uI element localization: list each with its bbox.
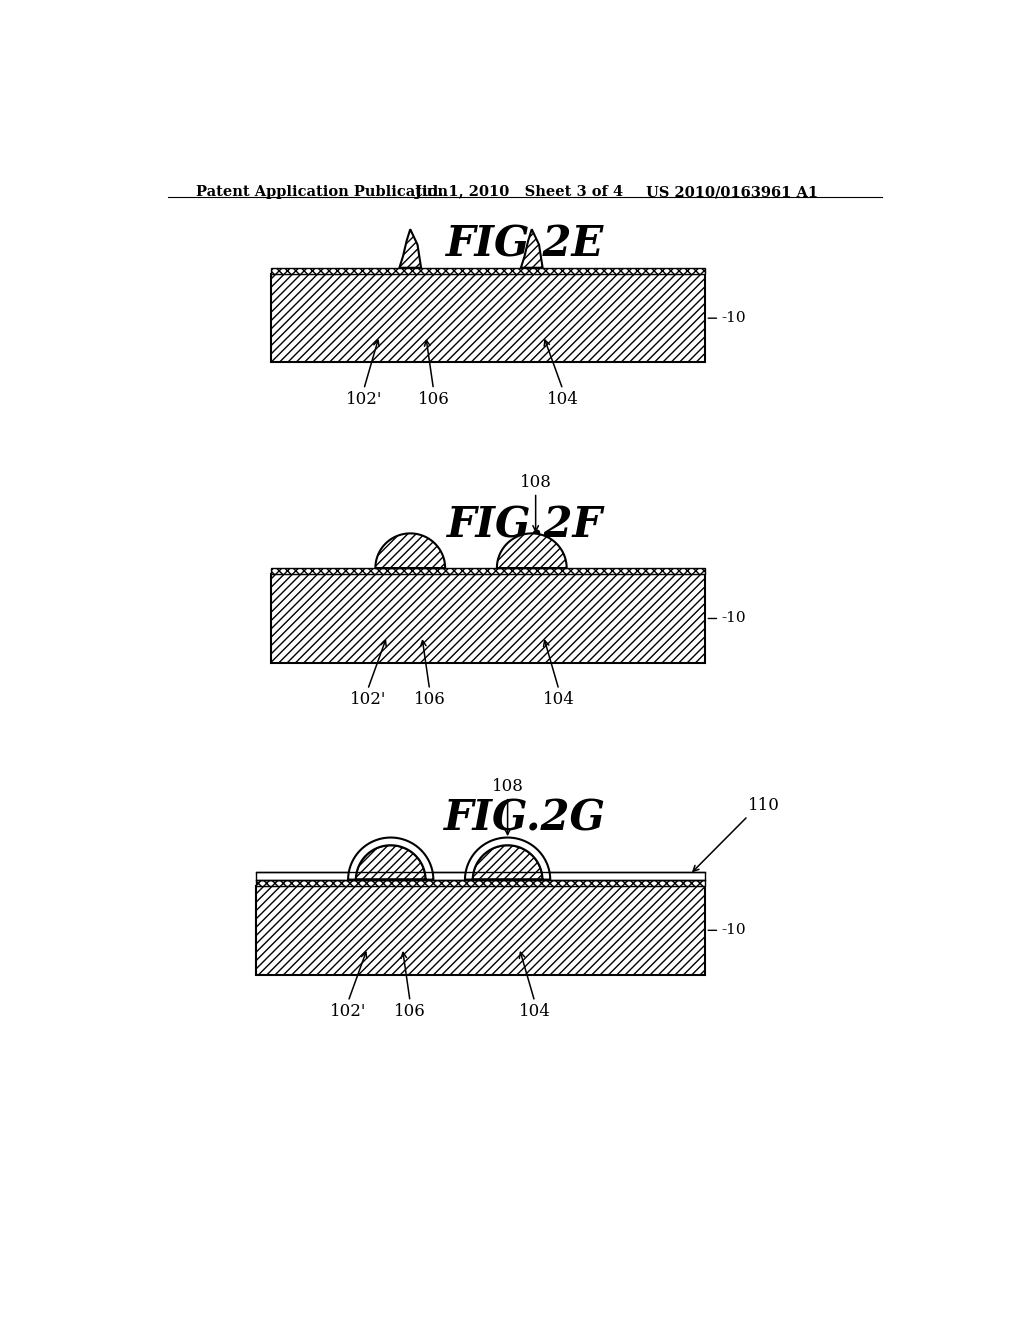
Polygon shape bbox=[348, 838, 433, 880]
Text: -10: -10 bbox=[721, 611, 745, 626]
Bar bbox=[271, 574, 706, 663]
Polygon shape bbox=[465, 838, 550, 880]
Text: 110: 110 bbox=[748, 797, 780, 814]
Polygon shape bbox=[399, 230, 421, 268]
Text: 102': 102' bbox=[330, 1003, 367, 1020]
Text: 106: 106 bbox=[418, 391, 450, 408]
Text: 108: 108 bbox=[520, 474, 552, 491]
Text: 104: 104 bbox=[543, 692, 574, 709]
Polygon shape bbox=[356, 845, 426, 880]
Bar bbox=[271, 568, 706, 574]
Text: Jul. 1, 2010   Sheet 3 of 4: Jul. 1, 2010 Sheet 3 of 4 bbox=[415, 185, 623, 199]
Text: -10: -10 bbox=[721, 312, 745, 325]
Text: 108: 108 bbox=[492, 779, 523, 795]
Polygon shape bbox=[497, 533, 566, 568]
Bar bbox=[271, 268, 706, 275]
Text: FIG.2G: FIG.2G bbox=[443, 797, 606, 840]
Text: US 2010/0163961 A1: US 2010/0163961 A1 bbox=[646, 185, 818, 199]
Polygon shape bbox=[521, 230, 543, 268]
Text: 102': 102' bbox=[349, 692, 386, 709]
Text: 104: 104 bbox=[519, 1003, 551, 1020]
Bar bbox=[256, 886, 706, 974]
Bar bbox=[256, 873, 706, 880]
Text: 102': 102' bbox=[345, 391, 382, 408]
Text: 104: 104 bbox=[547, 391, 579, 408]
Polygon shape bbox=[376, 533, 445, 568]
Text: FIG.2E: FIG.2E bbox=[445, 224, 604, 265]
Bar bbox=[256, 880, 706, 886]
Text: FIG.2F: FIG.2F bbox=[446, 506, 603, 546]
Text: 106: 106 bbox=[414, 692, 445, 709]
Text: -10: -10 bbox=[721, 923, 745, 937]
Polygon shape bbox=[473, 845, 543, 880]
Text: Patent Application Publication: Patent Application Publication bbox=[197, 185, 449, 199]
Text: 106: 106 bbox=[394, 1003, 426, 1020]
Bar bbox=[271, 275, 706, 363]
